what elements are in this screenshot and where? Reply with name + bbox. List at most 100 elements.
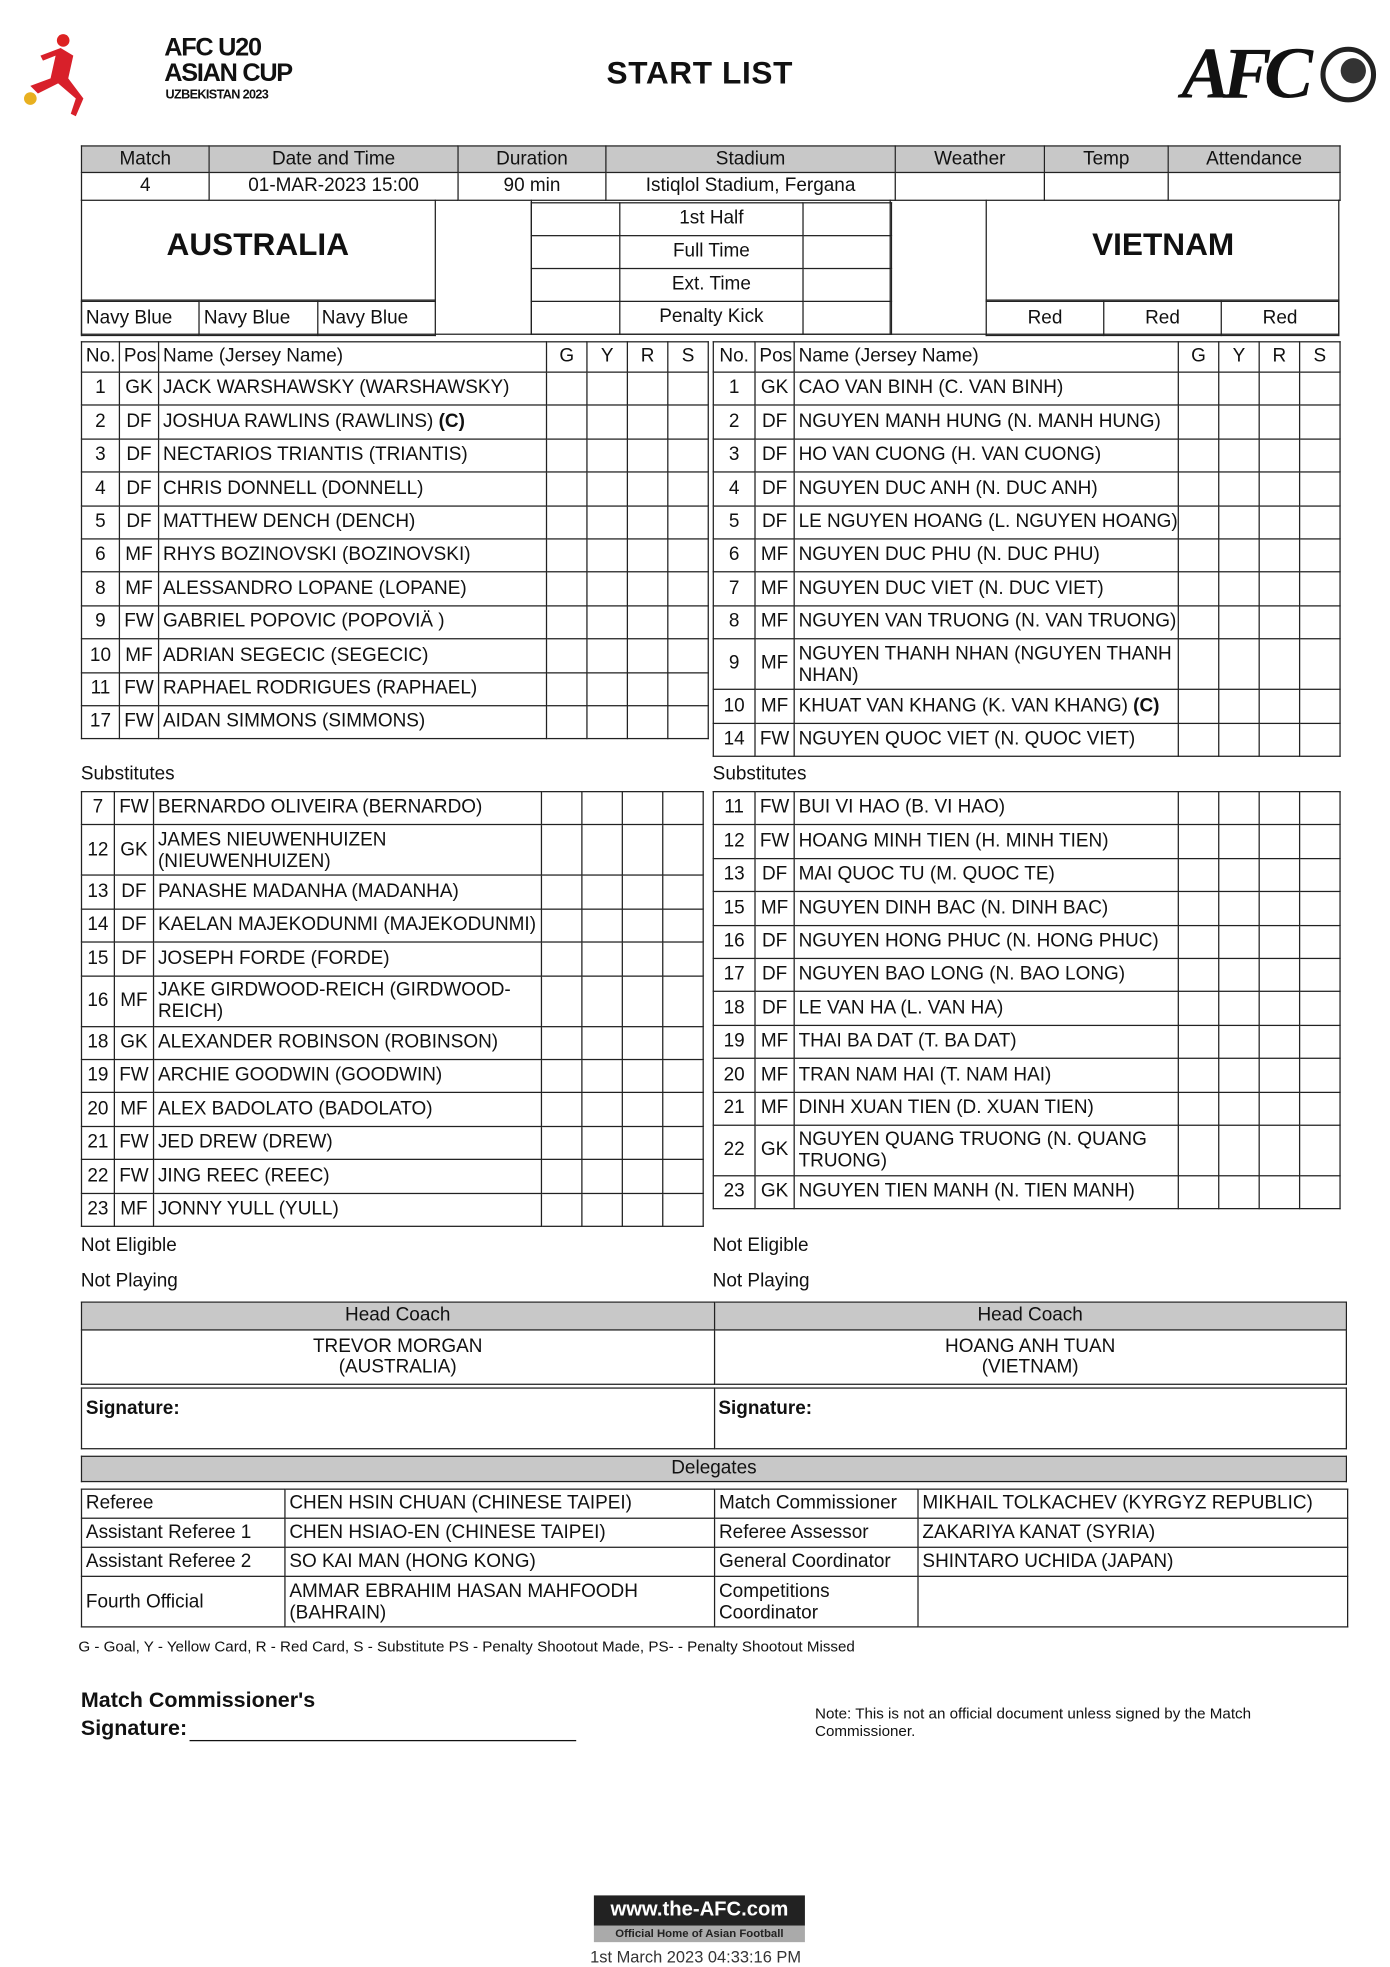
- red-cell: [1258, 924, 1301, 960]
- yellow-cell: [581, 1092, 623, 1127]
- player-name-cell: BERNARDO OLIVEIRA (BERNARDO): [152, 791, 543, 826]
- delegate-row: Referee CHEN HSIN CHUAN (CHINESE TAIPEI) M…: [80, 1488, 1349, 1519]
- sub-cell: [667, 604, 709, 640]
- sub-cell: [1298, 604, 1341, 640]
- column-header: R: [626, 341, 669, 373]
- goal-cell: [1177, 1124, 1220, 1177]
- sub-cell: [662, 874, 704, 910]
- player-row: 4 DF CHRIS DONNELL (DONNELL): [80, 471, 709, 507]
- player-name: JONNY YULL (YULL): [157, 1197, 339, 1220]
- player-number: 12: [712, 824, 756, 859]
- football-icon: [1320, 46, 1377, 103]
- goal-cell: [1177, 857, 1220, 893]
- column-header: Pos: [118, 341, 160, 373]
- player-row: 3 DF HO VAN CUONG (H. VAN CUONG): [712, 438, 1341, 473]
- yellow-cell: [581, 1058, 623, 1094]
- away-subs-table: 11 FW BUI VI HAO (B. VI HAO) 12 FW HOANG MINH…: [712, 791, 1341, 1210]
- goal-cell: [540, 1158, 583, 1194]
- player-name: JOSHUA RAWLINS (RAWLINS): [163, 410, 434, 432]
- yellow-cell: [581, 874, 623, 910]
- player-number: 19: [80, 1058, 115, 1094]
- player-name: NECTARIOS TRIANTIS (TRIANTIS): [163, 443, 468, 466]
- player-name-cell: NGUYEN HONG PHUC (N. HONG PHUC): [793, 924, 1179, 960]
- goal-cell: [1177, 824, 1220, 859]
- player-position: MF: [118, 638, 160, 673]
- away-starters-table: No. Pos Name (Jersey Name) G Y R S 1 GK CAO VAN B…: [712, 341, 1341, 757]
- player-name: MAI QUOC TU (M. QUOC TE): [798, 863, 1055, 885]
- red-cell: [1258, 1024, 1301, 1060]
- player-number: 6: [712, 538, 756, 573]
- delegate-role: Referee Assessor: [713, 1517, 919, 1548]
- player-number: 23: [80, 1192, 115, 1227]
- player-name-cell: AIDAN SIMMONS (SIMMONS): [157, 704, 548, 740]
- delegates-title: Delegates: [80, 1455, 1347, 1483]
- match-info-header: Match: [80, 145, 210, 174]
- player-name-cell: JING REEC (REEC): [152, 1158, 543, 1194]
- delegates-table: Referee CHEN HSIN CHUAN (CHINESE TAIPEI) M…: [80, 1488, 1349, 1628]
- player-position: GK: [754, 1124, 795, 1177]
- player-position: GK: [118, 371, 160, 407]
- red-cell: [621, 1158, 664, 1194]
- goal-cell: [545, 671, 588, 707]
- away-signature-field[interactable]: Signature:: [713, 1387, 1347, 1450]
- sub-cell: [1298, 571, 1341, 607]
- player-number: 20: [712, 1057, 756, 1093]
- sub-cell: [662, 1092, 704, 1127]
- away-kit-color: Red: [1103, 300, 1222, 337]
- sub-cell: [662, 791, 704, 826]
- player-row: 22 GK NGUYEN QUANG TRUONG (N. QUANG TRUONG…: [712, 1124, 1341, 1177]
- delegate-name: ZAKARIYA KANAT (SYRIA): [917, 1517, 1349, 1548]
- sub-cell: [662, 1025, 704, 1061]
- player-position: GK: [113, 824, 155, 877]
- player-row: 17 FW AIDAN SIMMONS (SIMMONS): [80, 704, 709, 740]
- player-number: 7: [712, 571, 756, 607]
- player-name-cell: DINH XUAN TIEN (D. XUAN TIEN): [793, 1091, 1179, 1126]
- goal-cell: [540, 974, 583, 1027]
- sub-cell: [1298, 1091, 1341, 1126]
- player-position: MF: [113, 974, 155, 1027]
- yellow-cell: [1218, 438, 1260, 473]
- yellow-cell: [1218, 1175, 1260, 1210]
- player-row: 12 FW HOANG MINH TIEN (H. MINH TIEN): [712, 824, 1341, 859]
- away-coach-label: Head Coach: [713, 1301, 1347, 1331]
- player-position: FW: [754, 791, 795, 826]
- goal-cell: [1177, 604, 1220, 640]
- player-name: CHRIS DONNELL (DONNELL): [163, 477, 424, 499]
- goal-cell: [540, 824, 583, 877]
- red-cell: [1258, 571, 1301, 607]
- player-position: FW: [754, 824, 795, 859]
- yellow-cell: [586, 571, 629, 607]
- player-position: GK: [754, 371, 795, 407]
- red-cell: [1258, 371, 1301, 407]
- goal-cell: [540, 791, 583, 826]
- player-name: ALEXANDER ROBINSON (ROBINSON): [157, 1031, 499, 1053]
- sub-cell: [1298, 857, 1341, 893]
- player-row: 20 MF ALEX BADOLATO (BADOLATO): [80, 1092, 704, 1127]
- delegate-role: Fourth Official: [80, 1575, 286, 1628]
- player-name: ALEX BADOLATO (BADOLATO): [157, 1097, 433, 1120]
- afc-logo: AFC: [1181, 32, 1383, 114]
- red-cell: [621, 1192, 664, 1227]
- red-cell: [626, 704, 669, 740]
- match-info-header: Duration: [457, 145, 607, 174]
- player-number: 8: [712, 604, 756, 640]
- goal-cell: [545, 638, 588, 673]
- player-name: JAMES NIEUWENHUIZEN (NIEUWENHUIZEN): [157, 828, 387, 872]
- player-name-cell: KAELAN MAJEKODUNMI (MAJEKODUNMI): [152, 908, 543, 943]
- player-name-cell: JOSHUA RAWLINS (RAWLINS) (C): [157, 404, 548, 440]
- sub-cell: [1298, 471, 1341, 507]
- yellow-cell: [1218, 571, 1260, 607]
- player-number: 1: [80, 371, 121, 407]
- player-name: LE VAN HA (L. VAN HA): [798, 996, 1004, 1019]
- commissioner-signature-line[interactable]: [189, 1739, 577, 1742]
- red-cell: [626, 671, 669, 707]
- sub-cell: [662, 1192, 704, 1227]
- player-number: 3: [712, 438, 756, 473]
- red-cell: [626, 471, 669, 507]
- column-header: S: [667, 341, 709, 373]
- player-name-cell: TRAN NAM HAI (T. NAM HAI): [793, 1057, 1179, 1093]
- home-signature-field[interactable]: Signature:: [80, 1387, 715, 1450]
- player-name: RHYS BOZINOVSKI (BOZINOVSKI): [163, 543, 471, 566]
- delegate-role: Match Commissioner: [713, 1488, 919, 1519]
